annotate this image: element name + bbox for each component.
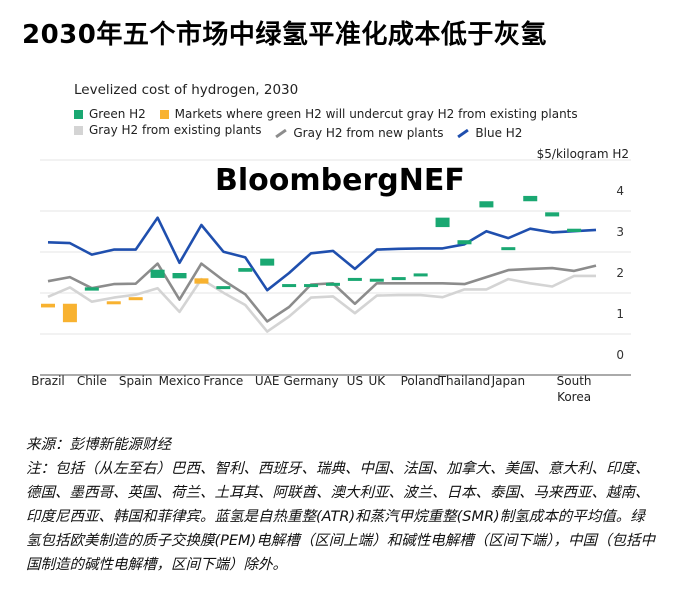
headline: 2030年五个市场中绿氢平准化成本低于灰氢	[22, 20, 547, 50]
green-h2-range-marker	[347, 277, 362, 281]
x-tick-label: Japan	[491, 374, 525, 388]
green-h2-range-marker	[567, 228, 582, 232]
green-h2-range-marker	[457, 240, 472, 245]
legend-label-blue-h2: Blue H2	[475, 126, 523, 140]
legend-item-blue-h2: Blue H2	[457, 126, 522, 140]
y-tick-label: 4	[616, 184, 624, 198]
bnef-watermark: BloombergNEF	[215, 163, 465, 198]
green-h2-range-marker	[194, 278, 209, 284]
legend-item-undercut: Markets where green H2 will undercut gra…	[159, 107, 578, 121]
green-h2-range-marker	[325, 282, 340, 286]
legend-item-gray-existing: Gray H2 from existing plants	[74, 123, 262, 137]
x-tick-label: US	[347, 374, 363, 388]
green-h2-range-marker	[106, 301, 121, 305]
green-h2-range-marker	[260, 258, 275, 266]
green-h2-range-marker	[62, 303, 77, 323]
footer: 来源：彭博新能源财经 注：包括（从左至右）巴西、智利、西班牙、瑞典、中国、法国、…	[26, 433, 656, 577]
x-tick-label: Mexico	[159, 374, 201, 388]
x-tick-label: Poland	[401, 374, 441, 388]
green-h2-range-marker	[172, 273, 187, 279]
chart-title: Levelized cost of hydrogen, 2030	[74, 82, 299, 98]
green-h2-range-marker	[150, 269, 165, 278]
x-tick-label: South	[557, 374, 592, 388]
legend-row-1: Green H2 Markets where green H2 will und…	[74, 107, 588, 122]
x-tick-label: Chile	[77, 374, 107, 388]
y-tick-label: 1	[616, 307, 624, 321]
green-h2-range-marker	[523, 195, 538, 202]
green-h2-range-marker	[304, 284, 319, 288]
legend-swatch-gray-existing	[74, 125, 83, 135]
hydrogen-cost-chart: 0 1 2 3 4 Brazil Chile Spain Mexico France UAE Germ…	[31, 159, 631, 404]
green-h2-range-marker	[435, 217, 450, 228]
x-tick-label: UK	[368, 374, 386, 388]
legend-swatch-undercut	[159, 109, 169, 119]
legend-item-green-h2: Green H2	[74, 107, 146, 121]
legend-label-undercut: Markets where green H2 will undercut gra…	[174, 107, 578, 121]
legend-row-2: Gray H2 from existing plants Gray H2 fro…	[74, 123, 532, 140]
green-h2-range-marker	[501, 247, 516, 251]
unit-label: $5/kilogram H2	[536, 147, 629, 161]
series-line-blue-h2	[47, 216, 597, 292]
legend-label-gray-new: Gray H2 from new plants	[293, 126, 444, 140]
legend-label-green-h2: Green H2	[89, 107, 146, 121]
y-tick-label: 2	[616, 266, 624, 280]
green-h2-range-marker	[545, 212, 560, 217]
green-h2-range-marker	[216, 286, 231, 290]
series-line-gray-existing	[47, 274, 596, 333]
y-tick-label: 0	[616, 348, 624, 362]
green-h2-range-marker	[282, 284, 297, 288]
green-h2-range-marker	[128, 297, 143, 301]
legend-swatch-green-h2	[74, 109, 83, 119]
green-h2-range-marker	[413, 273, 428, 277]
green-h2-range-marker	[84, 287, 99, 291]
green-h2-range-marker	[238, 268, 253, 272]
legend-label-gray-existing: Gray H2 from existing plants	[89, 123, 262, 137]
legend-item-gray-new: Gray H2 from new plants	[275, 126, 444, 140]
x-tick-label: Brazil	[31, 374, 65, 388]
green-h2-range-marker	[41, 303, 55, 308]
source-text: 来源：彭博新能源财经	[26, 437, 171, 453]
x-tick-label: UAE	[255, 374, 280, 388]
x-tick-label: Thailand	[438, 374, 491, 388]
green-h2-range-marker	[391, 277, 406, 281]
x-tick-label: Spain	[119, 374, 153, 388]
x-tick-label: Germany	[283, 374, 338, 388]
x-tick-label: France	[203, 374, 243, 388]
note-text: 注：包括（从左至右）巴西、智利、西班牙、瑞典、中国、法国、加拿大、美国、意大利、…	[26, 461, 655, 573]
y-tick-label: 3	[616, 225, 624, 239]
x-tick-label: Korea	[557, 390, 591, 404]
green-h2-range-marker	[369, 278, 384, 282]
series-line-gray-new	[47, 262, 597, 323]
green-h2-range-marker	[479, 201, 494, 208]
